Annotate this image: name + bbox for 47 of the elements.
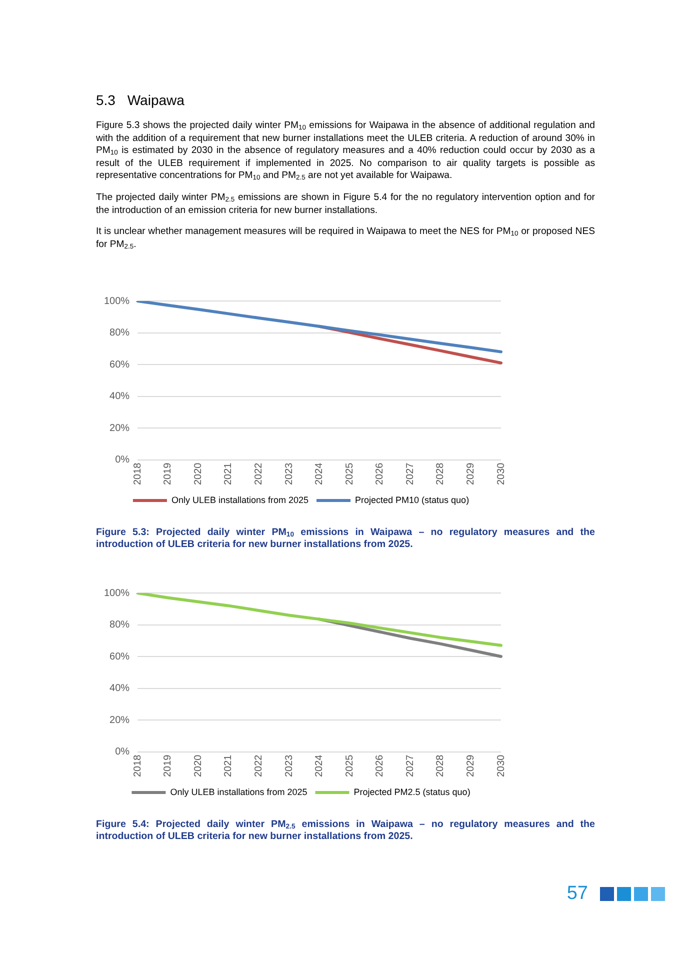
text: Figure 5.3 shows the projected daily winter PM$_{10}$ emissions for Waipawa in the absence of additional regulation and with the addition of a requirement that new burner installations meet the ULEB criteria. A reduction of around 30% in PM$_{10}$ is estimated by 2030 in the absence of regulatory measures and a 40% reduction could occur by 2030 as a result of the ULEB requirement if implemented in 2025. No comparison to air quality targets is possible as representative concentrations for PM$_{10}$ and PM$_{2.5}$ are not yet available for Waipawa. The projected daily winter PM$_{2.5}$ emissions are shown in Figure 5.4 for the no regulatory intervention option and for the introduction of an emission criteria for new burner installations. It is unclear whether management measures will be required in Waipawa to meet the NES for PM$_{10}$ or proposed NES for PM$_{2.5}$. (96, 120, 596, 250)
y-tick-label: 60% (110, 360, 130, 371)
y-tick-label: 0% (115, 454, 130, 466)
x-tick-label: 2021 (223, 462, 234, 486)
x-tick-label: 2030 (496, 462, 507, 486)
y-tick-label: 0% (115, 746, 130, 758)
x-tick-label: 2026 (374, 462, 386, 486)
caption: Figure 5.4: Projected daily winter PM$_{2.5}$ emissions in Waipawa – no regulatory measures and the introduction of ULEB criteria for new burner installations from 2025. (96, 819, 595, 844)
y-tick-label: 100% (104, 588, 130, 600)
x-tick-label: 2019 (162, 462, 174, 486)
x-tick-label: 2030 (496, 754, 507, 778)
x-tick-label: 2020 (192, 462, 204, 486)
x-tick-label: 2018 (132, 462, 144, 486)
legend-label: Projected PM10 (status quo) (355, 495, 470, 506)
y-tick-label: 100% (104, 296, 130, 308)
x-tick-label: 2027 (404, 462, 416, 486)
y-tick-label: 40% (110, 391, 130, 402)
x-tick-label: 2019 (162, 754, 174, 778)
y-tick-label: 80% (110, 620, 130, 631)
legend-label: Only ULEB installations from 2025 (170, 787, 308, 798)
x-tick-label: 2022 (253, 462, 264, 486)
y-tick-label: 80% (110, 328, 130, 339)
x-tick-label: 2029 (465, 754, 476, 778)
legend-label: Projected PM2.5 (status quo) (354, 787, 470, 798)
y-tick-label: 20% (110, 715, 130, 726)
legend-label: Only ULEB installations from 2025 (171, 495, 309, 506)
y-tick-label: 60% (110, 652, 130, 663)
x-tick-label: 2023 (284, 754, 295, 778)
x-tick-label: 2022 (253, 754, 264, 778)
x-tick-label: 2025 (344, 462, 356, 486)
y-tick-label: 40% (110, 683, 130, 694)
text: 57 (566, 883, 588, 906)
x-tick-label: 2024 (314, 462, 326, 486)
x-tick-label: 2026 (374, 754, 386, 778)
y-tick-label: 20% (110, 423, 130, 434)
x-tick-label: 2027 (404, 754, 416, 778)
x-tick-label: 2029 (465, 462, 476, 486)
x-tick-label: 2018 (132, 754, 144, 778)
chart-title: 5.3 Waipawa (96, 92, 186, 108)
x-tick-label: 2023 (284, 462, 295, 486)
x-tick-label: 2020 (192, 754, 204, 778)
caption: Figure 5.3: Projected daily winter PM$_{10}$ emissions in Waipawa – no regulatory measures and the introduction of ULEB criteria for new burner installations from 2025. (96, 527, 595, 552)
x-tick-label: 2028 (435, 754, 446, 778)
x-tick-label: 2021 (223, 754, 234, 778)
x-tick-label: 2028 (435, 462, 446, 486)
x-tick-label: 2024 (314, 754, 326, 778)
x-tick-label: 2025 (344, 754, 356, 778)
